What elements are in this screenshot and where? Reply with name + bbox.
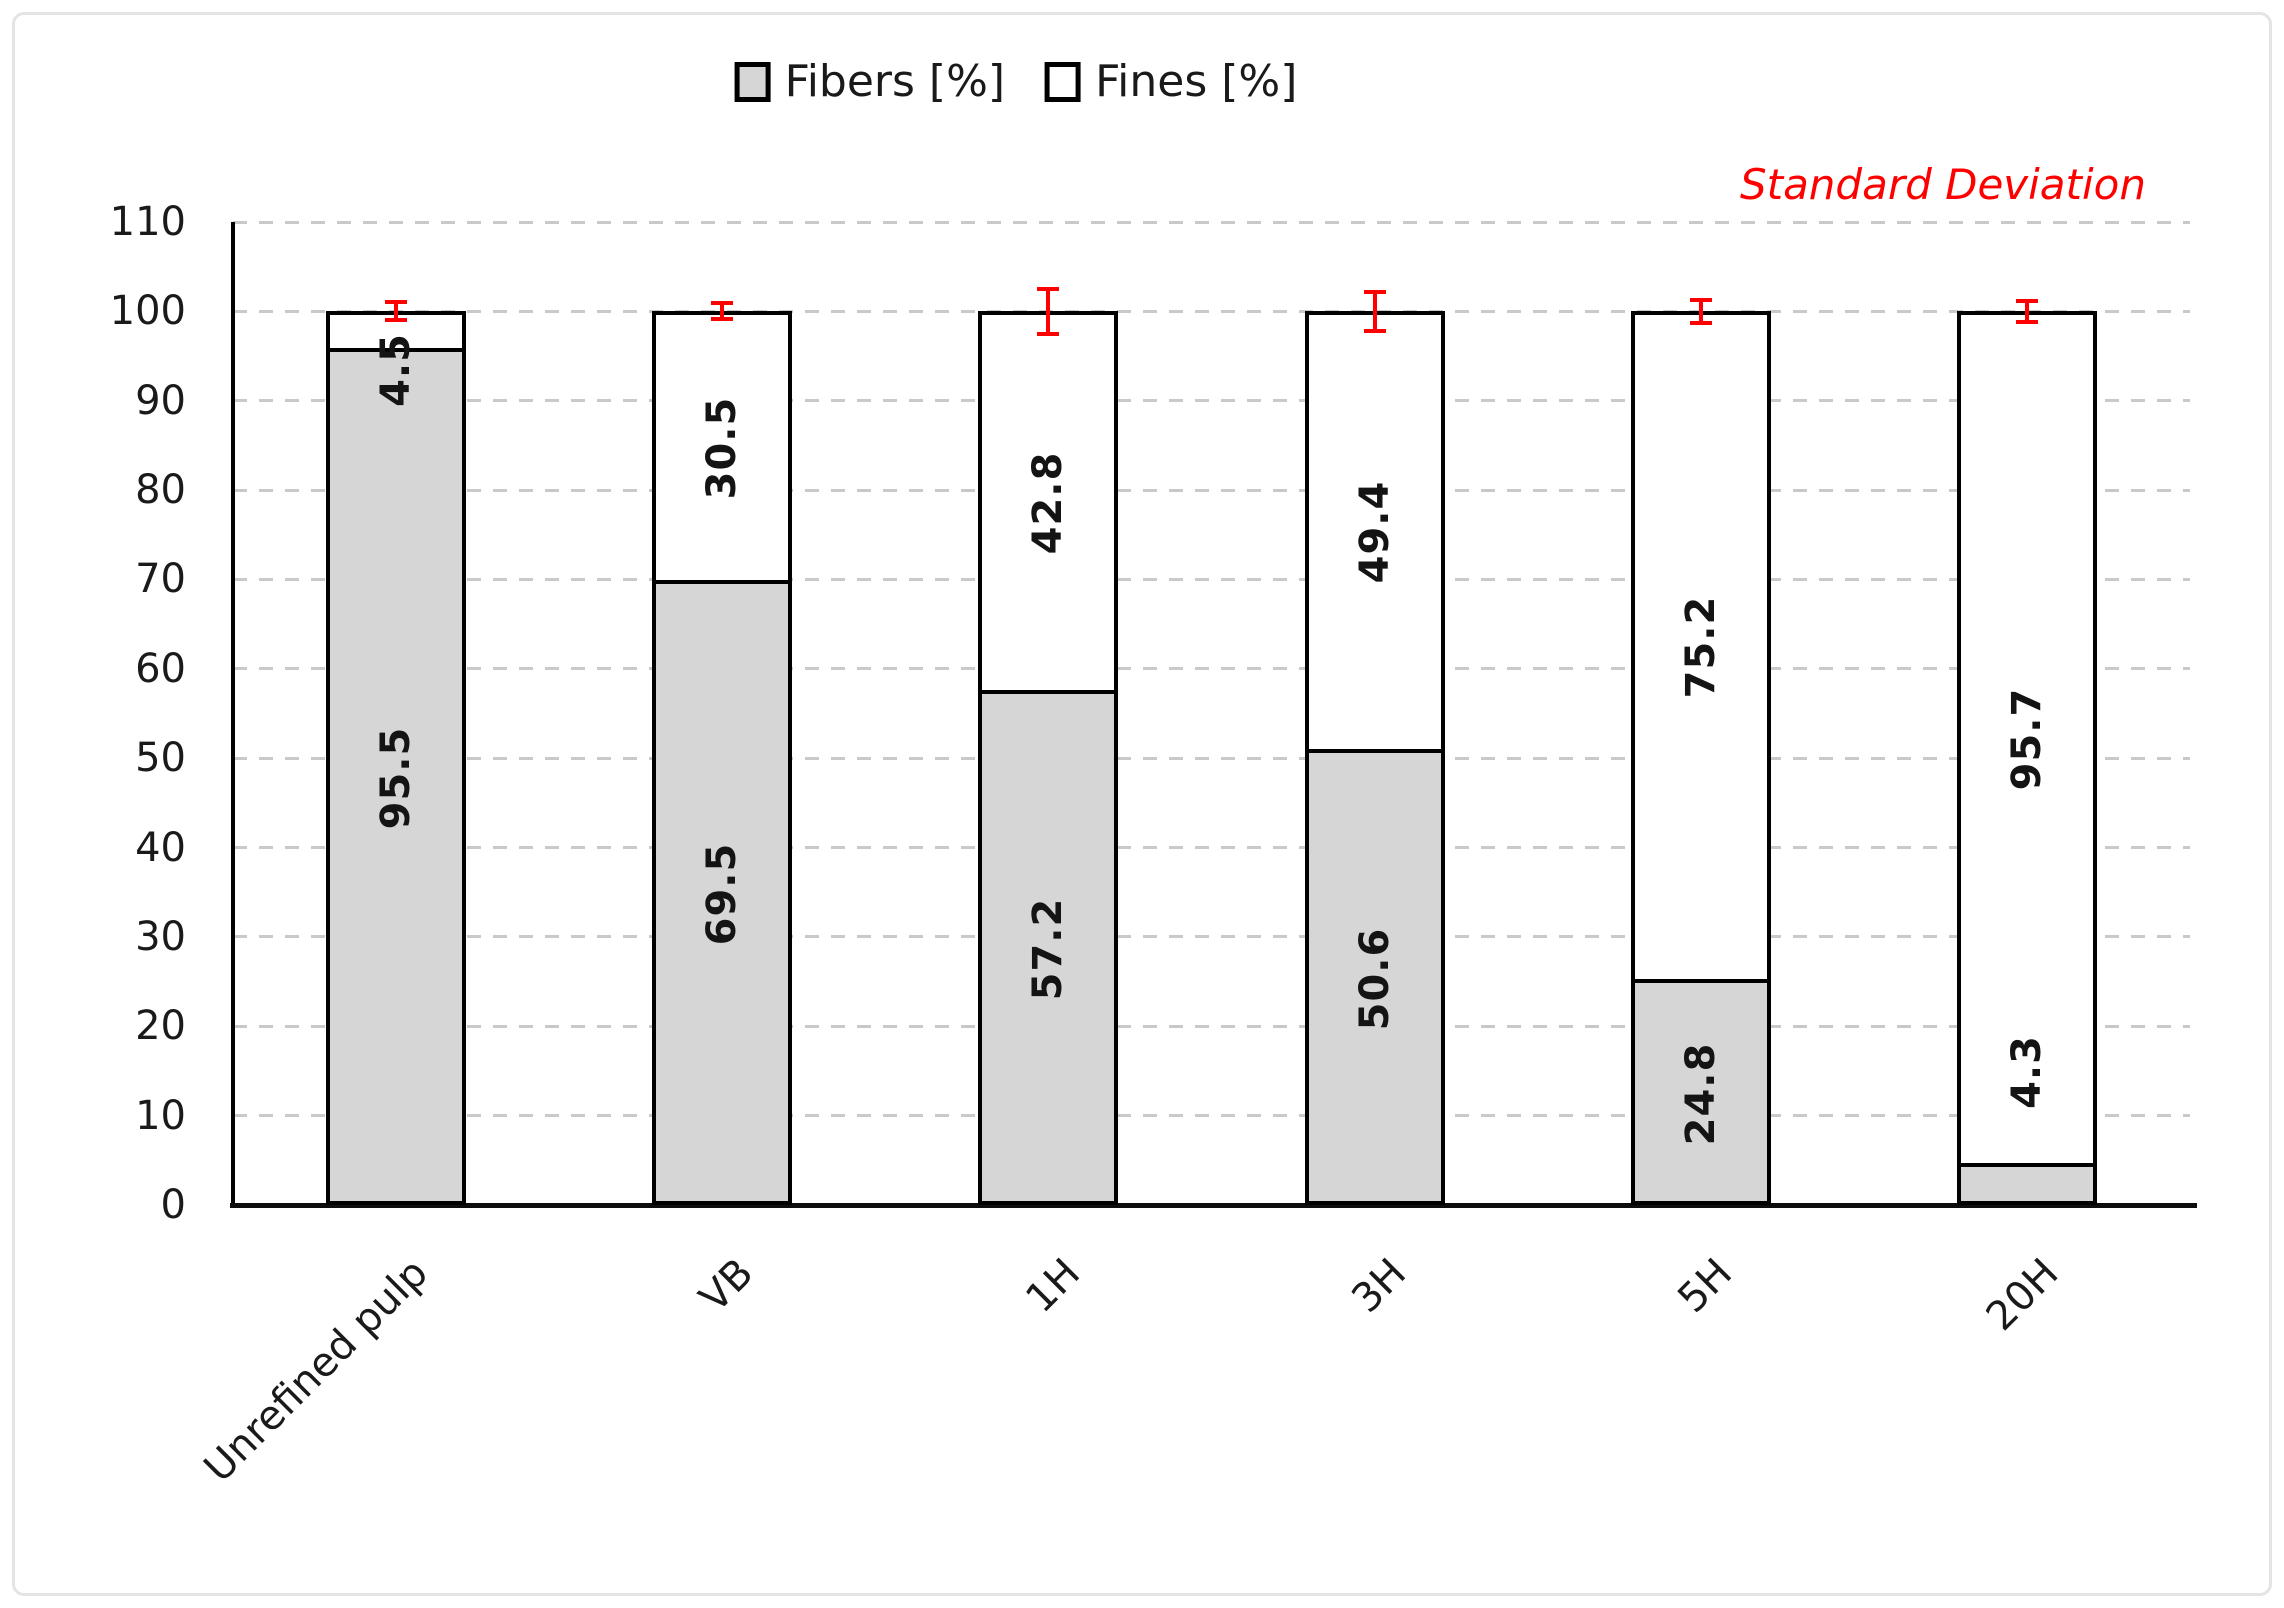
bar-1h	[978, 311, 1119, 1205]
fibers-swatch-icon	[734, 61, 771, 102]
error-bar-line	[394, 302, 399, 321]
error-bar-cap-top	[711, 301, 734, 306]
y-tick-label-60: 60	[135, 645, 186, 692]
segment-value-fines: 4.5	[373, 332, 420, 407]
y-tick-label-70: 70	[135, 556, 186, 603]
gridline-50	[233, 756, 2190, 760]
standard-deviation-note: Standard Deviation	[1739, 160, 2146, 209]
x-category-label-3h: 3H	[1343, 1250, 1416, 1322]
bar-vb	[652, 311, 793, 1205]
x-category-label-5h: 5H	[1669, 1250, 1742, 1322]
gridline-40	[233, 846, 2190, 850]
error-bar-line	[720, 303, 725, 320]
legend-item-fibers: Fibers [%]	[734, 56, 1006, 107]
legend-label-fines: Fines [%]	[1095, 56, 1298, 107]
segment-value-fines: 42.8	[1025, 451, 1072, 554]
legend-label-fibers: Fibers [%]	[784, 56, 1006, 107]
y-tick-label-50: 50	[135, 735, 186, 782]
bar-segment-fibers	[656, 579, 789, 1201]
bar-segment-fibers	[330, 347, 463, 1201]
y-tick-label-30: 30	[135, 913, 186, 960]
x-category-label-20h: 20H	[1977, 1250, 2068, 1340]
segment-value-fibers: 57.2	[1025, 898, 1072, 1001]
error-bar-cap-top	[2015, 298, 2038, 303]
error-bar-cap-bottom	[1689, 320, 1712, 325]
segment-value-fibers: 24.8	[1677, 1042, 1724, 1146]
segment-value-fines: 30.5	[699, 396, 746, 499]
error-bar-cap-top	[1689, 297, 1712, 302]
gridline-70	[233, 577, 2190, 581]
segment-value-fines: 49.4	[1351, 480, 1398, 584]
legend-item-fines: Fines [%]	[1045, 56, 1297, 107]
error-bar-cap-top	[1363, 289, 1386, 294]
error-bar-line	[1046, 289, 1051, 334]
bar-segment-fibers	[1308, 748, 1441, 1201]
gridline-60	[233, 667, 2190, 671]
error-bar-cap-top	[385, 300, 408, 305]
segment-value-fibers: 4.3	[2003, 1034, 2050, 1109]
x-category-label-unrefined-pulp: Unrefined pulp	[195, 1250, 437, 1492]
segment-value-fines: 75.2	[1677, 596, 1724, 699]
gridline-20	[233, 1024, 2190, 1028]
error-bar-cap-bottom	[711, 317, 734, 322]
error-bar-cap-top	[1037, 287, 1060, 292]
error-bar-line	[1698, 299, 1703, 323]
gridline-30	[233, 935, 2190, 939]
gridline-80	[233, 488, 2190, 492]
error-bar-line	[1372, 291, 1377, 332]
x-axis-line	[230, 1203, 2197, 1208]
error-bar-cap-bottom	[2015, 320, 2038, 325]
y-axis-line	[231, 222, 235, 1205]
y-tick-label-100: 100	[109, 288, 186, 335]
x-category-label-1h: 1H	[1017, 1250, 1089, 1322]
y-tick-label-90: 90	[135, 377, 186, 424]
y-tick-label-0: 0	[160, 1182, 186, 1228]
error-bar-cap-bottom	[1363, 329, 1386, 334]
y-tick-label-80: 80	[135, 467, 186, 514]
segment-value-fibers: 95.5	[373, 726, 420, 830]
bar-3h	[1304, 311, 1445, 1205]
segment-value-fibers: 50.6	[1351, 927, 1398, 1031]
bar-segment-fibers	[1634, 979, 1767, 1201]
fines-swatch-icon	[1045, 61, 1082, 102]
gridline-110	[233, 220, 2190, 224]
bar-5h	[1630, 311, 1771, 1205]
segment-value-fibers: 69.5	[699, 843, 746, 946]
y-tick-label-20: 20	[135, 1003, 186, 1050]
y-tick-label-40: 40	[135, 824, 186, 871]
bar-segment-fibers	[1960, 1162, 2093, 1201]
gridline-10	[233, 1114, 2190, 1118]
segment-value-fines: 95.7	[2003, 687, 2050, 791]
error-bar-line	[2024, 300, 2029, 323]
x-category-label-vb: VB	[691, 1250, 763, 1322]
y-tick-label-110: 110	[109, 199, 186, 245]
bar-segment-fibers	[982, 689, 1115, 1201]
error-bar-cap-bottom	[385, 318, 408, 323]
bar-20h	[1956, 311, 2097, 1205]
chart-legend: Fibers [%] Fines [%]	[734, 56, 1297, 107]
y-tick-label-10: 10	[135, 1092, 186, 1139]
error-bar-cap-bottom	[1037, 331, 1060, 336]
gridline-90	[233, 399, 2190, 403]
gridline-100	[233, 309, 2190, 313]
bar-unrefined-pulp	[326, 311, 467, 1205]
